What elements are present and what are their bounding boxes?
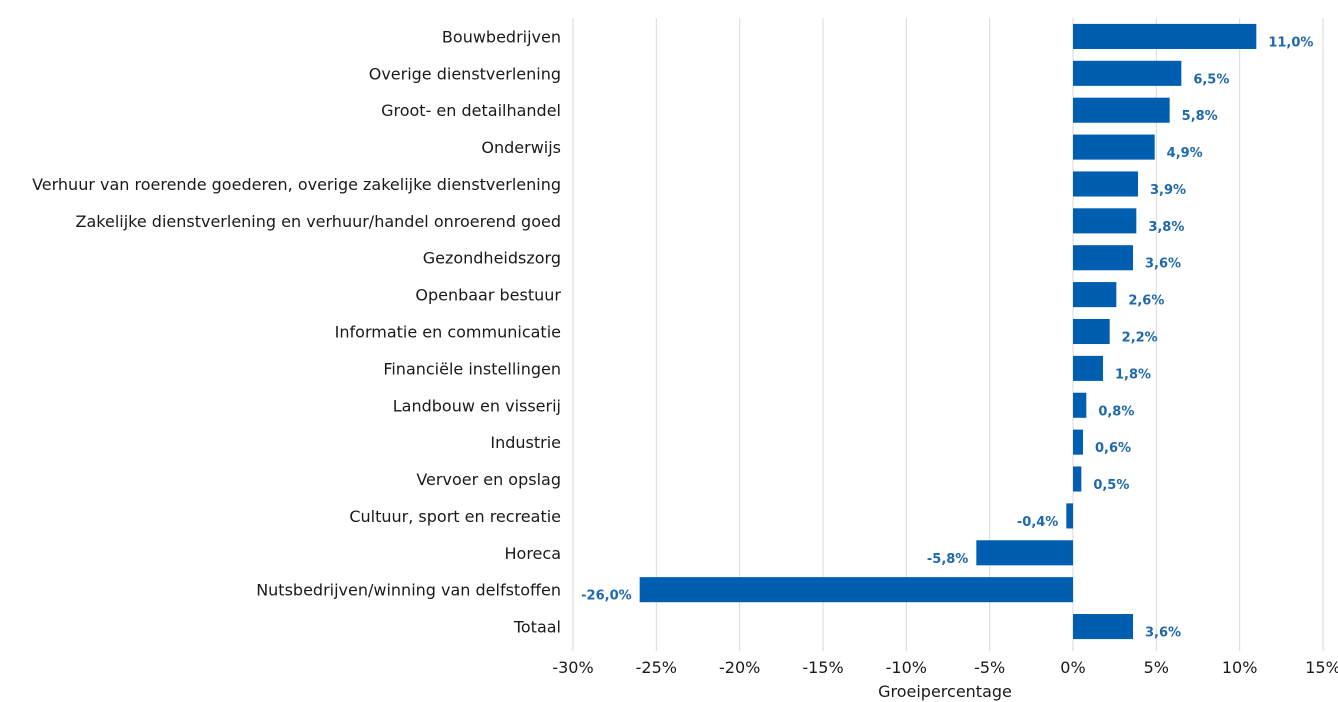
x-tick-label: 15% (1305, 658, 1338, 677)
bar (1073, 171, 1138, 197)
category-label: Openbaar bestuur (415, 286, 561, 305)
bar (1073, 60, 1182, 86)
data-label: 6,5% (1193, 72, 1229, 87)
data-label: 2,2% (1122, 331, 1158, 346)
gridlines (572, 18, 1324, 651)
x-tick-label: -20% (719, 658, 760, 677)
bar (1073, 466, 1082, 492)
bar (1073, 614, 1133, 640)
bar (1073, 282, 1117, 308)
x-tick-label: 10% (1222, 658, 1258, 677)
data-labels: 11,0% 6,5% 5,8% 4,9% 3,9% 3,8% 3,6% 2,6% 2,2% 1,8… (581, 35, 1313, 640)
bars (639, 23, 1257, 640)
category-labels: Bouwbedrijven Overige dienstverlening Groo… (32, 27, 561, 636)
bar (1073, 134, 1155, 160)
x-tick-label: 0% (1060, 658, 1085, 677)
data-label: 0,5% (1093, 478, 1129, 493)
bar (1073, 429, 1083, 455)
bar (1073, 208, 1137, 234)
data-label: 0,8% (1098, 404, 1134, 419)
data-label: 0,6% (1095, 441, 1131, 456)
bar (1073, 23, 1257, 49)
category-label: Informatie en communicatie (335, 323, 561, 342)
x-tick-label: 5% (1144, 658, 1169, 677)
bar (1073, 245, 1133, 271)
data-label: 3,6% (1145, 257, 1181, 272)
x-tick-label: -15% (802, 658, 843, 677)
bar (639, 577, 1073, 603)
data-label: 3,8% (1148, 220, 1184, 235)
data-label: -5,8% (927, 552, 968, 567)
x-tick-label: -25% (636, 658, 677, 677)
category-label: Onderwijs (481, 138, 561, 157)
category-label: Cultuur, sport en recreatie (349, 507, 561, 526)
data-label: 2,6% (1128, 294, 1164, 309)
category-label: Gezondheidszorg (423, 249, 561, 268)
category-label: Nutsbedrijven/winning van delfstoffen (256, 581, 561, 600)
bar (976, 540, 1073, 566)
category-label: Financiële instellingen (383, 359, 561, 378)
x-axis-label: Groeipercentage (878, 682, 1012, 701)
x-axis-ticks: -30% -25% -20% -15% -10% -5% 0% 5% 10% 15% (552, 658, 1338, 677)
category-label: Groot- en detailhandel (381, 101, 561, 120)
category-label: Industrie (490, 433, 561, 452)
category-label: Vervoer en opslag (416, 470, 561, 489)
data-label: 4,9% (1167, 146, 1203, 161)
category-label: Verhuur van roerende goederen, overige z… (32, 175, 561, 194)
x-tick-label: -5% (974, 658, 1005, 677)
data-label: 3,9% (1150, 183, 1186, 198)
category-label: Landbouw en visserij (393, 396, 561, 415)
bar (1073, 392, 1087, 418)
bar (1073, 97, 1170, 123)
x-tick-label: -30% (552, 658, 593, 677)
data-label: 3,6% (1145, 626, 1181, 641)
category-label: Overige dienstverlening (369, 64, 561, 83)
category-label: Bouwbedrijven (442, 27, 561, 46)
category-label: Zakelijke dienstverlening en verhuur/han… (76, 212, 561, 231)
data-label: -26,0% (581, 589, 632, 604)
category-label: Horeca (505, 544, 562, 563)
data-label: 1,8% (1115, 367, 1151, 382)
x-tick-label: -10% (886, 658, 927, 677)
bar (1073, 355, 1103, 381)
data-label: 5,8% (1182, 109, 1218, 124)
bar (1073, 318, 1110, 345)
data-label: 11,0% (1268, 35, 1313, 50)
data-label: -0,4% (1017, 515, 1058, 530)
bar (1066, 503, 1073, 529)
category-label: Totaal (513, 618, 561, 637)
